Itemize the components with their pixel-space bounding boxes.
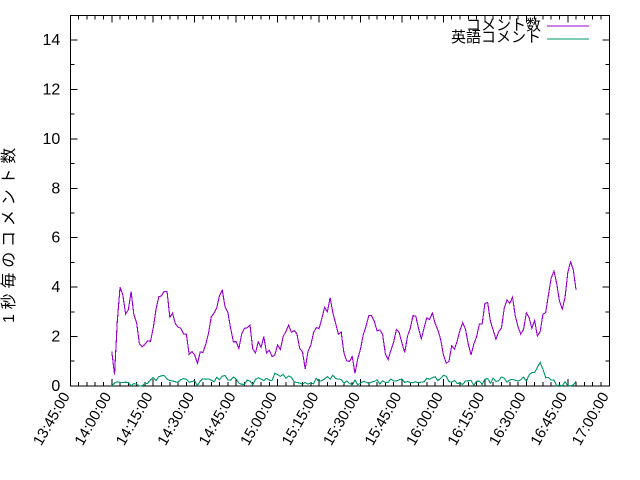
svg-text:12: 12 bbox=[43, 81, 61, 98]
svg-text:10: 10 bbox=[43, 131, 61, 148]
svg-text:英語コメント: 英語コメント bbox=[451, 28, 541, 46]
svg-text:6: 6 bbox=[51, 230, 60, 247]
svg-text:8: 8 bbox=[51, 180, 60, 197]
svg-text:4: 4 bbox=[51, 279, 60, 296]
svg-text:2: 2 bbox=[51, 329, 60, 346]
svg-text:14: 14 bbox=[43, 32, 61, 49]
svg-text:1秒毎のコメント数: 1秒毎のコメント数 bbox=[0, 143, 18, 323]
